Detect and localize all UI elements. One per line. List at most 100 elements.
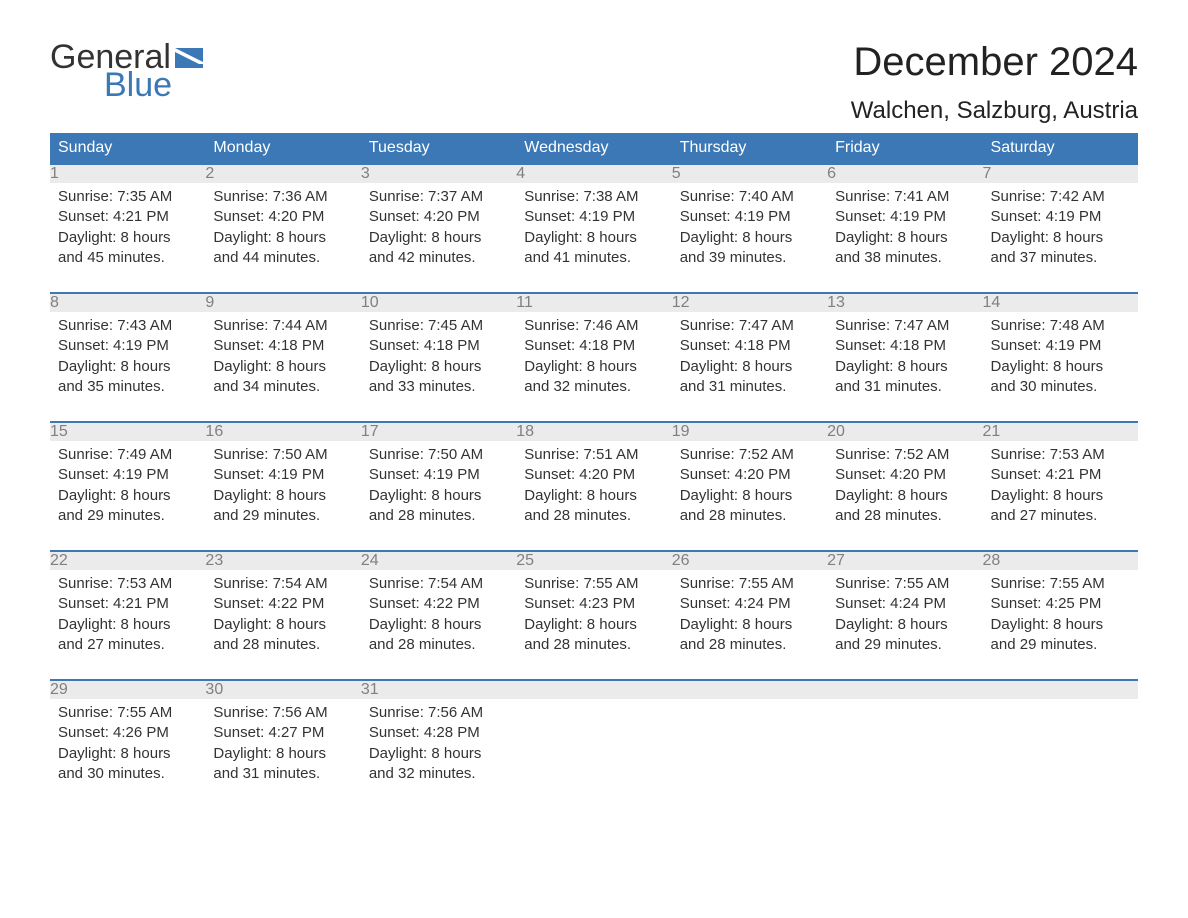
day-number bbox=[827, 680, 982, 699]
daylight-text: Daylight: 8 hours and 28 minutes. bbox=[680, 615, 819, 656]
sunset-text: Sunset: 4:21 PM bbox=[58, 594, 197, 614]
sunrise-text: Sunrise: 7:55 AM bbox=[524, 574, 663, 594]
sunset-text: Sunset: 4:18 PM bbox=[369, 336, 508, 356]
day-cell: Sunrise: 7:37 AMSunset: 4:20 PMDaylight:… bbox=[361, 183, 516, 273]
day-number: 4 bbox=[516, 164, 671, 183]
day-number: 31 bbox=[361, 680, 516, 699]
page-header: General Blue December 2024 Walchen, Salz… bbox=[50, 40, 1138, 125]
sunrise-text: Sunrise: 7:38 AM bbox=[524, 187, 663, 207]
day-number: 21 bbox=[983, 422, 1138, 441]
sunrise-text: Sunrise: 7:48 AM bbox=[991, 316, 1130, 336]
sunset-text: Sunset: 4:19 PM bbox=[58, 336, 197, 356]
week-separator bbox=[50, 273, 1138, 293]
sunrise-text: Sunrise: 7:51 AM bbox=[524, 445, 663, 465]
sunrise-text: Sunrise: 7:55 AM bbox=[991, 574, 1130, 594]
logo-word-2: Blue bbox=[104, 68, 203, 102]
flag-icon bbox=[175, 48, 203, 68]
title-block: December 2024 Walchen, Salzburg, Austria bbox=[851, 40, 1138, 125]
day-cell: Sunrise: 7:43 AMSunset: 4:19 PMDaylight:… bbox=[50, 312, 205, 402]
sunrise-text: Sunrise: 7:53 AM bbox=[58, 574, 197, 594]
week-daynum-row: 891011121314 bbox=[50, 293, 1138, 312]
day-cell bbox=[983, 699, 1138, 789]
sunset-text: Sunset: 4:23 PM bbox=[524, 594, 663, 614]
sunset-text: Sunset: 4:19 PM bbox=[213, 465, 352, 485]
day-number: 17 bbox=[361, 422, 516, 441]
day-number: 18 bbox=[516, 422, 671, 441]
weekday-header: Sunday bbox=[50, 133, 205, 164]
sunrise-text: Sunrise: 7:46 AM bbox=[524, 316, 663, 336]
day-cell: Sunrise: 7:38 AMSunset: 4:19 PMDaylight:… bbox=[516, 183, 671, 273]
daylight-text: Daylight: 8 hours and 34 minutes. bbox=[213, 357, 352, 398]
daylight-text: Daylight: 8 hours and 28 minutes. bbox=[524, 615, 663, 656]
day-number: 8 bbox=[50, 293, 205, 312]
week-daynum-row: 22232425262728 bbox=[50, 551, 1138, 570]
sunset-text: Sunset: 4:22 PM bbox=[213, 594, 352, 614]
week-body-row: Sunrise: 7:53 AMSunset: 4:21 PMDaylight:… bbox=[50, 570, 1138, 660]
month-title: December 2024 bbox=[851, 40, 1138, 85]
daylight-text: Daylight: 8 hours and 37 minutes. bbox=[991, 228, 1130, 269]
daylight-text: Daylight: 8 hours and 28 minutes. bbox=[524, 486, 663, 527]
sun-calendar-table: Sunday Monday Tuesday Wednesday Thursday… bbox=[50, 133, 1138, 789]
sunrise-text: Sunrise: 7:36 AM bbox=[213, 187, 352, 207]
weekday-header: Friday bbox=[827, 133, 982, 164]
sunrise-text: Sunrise: 7:54 AM bbox=[369, 574, 508, 594]
day-cell: Sunrise: 7:42 AMSunset: 4:19 PMDaylight:… bbox=[983, 183, 1138, 273]
sunrise-text: Sunrise: 7:49 AM bbox=[58, 445, 197, 465]
sunset-text: Sunset: 4:20 PM bbox=[369, 207, 508, 227]
sunrise-text: Sunrise: 7:55 AM bbox=[58, 703, 197, 723]
daylight-text: Daylight: 8 hours and 44 minutes. bbox=[213, 228, 352, 269]
day-cell: Sunrise: 7:51 AMSunset: 4:20 PMDaylight:… bbox=[516, 441, 671, 531]
day-cell: Sunrise: 7:52 AMSunset: 4:20 PMDaylight:… bbox=[672, 441, 827, 531]
daylight-text: Daylight: 8 hours and 39 minutes. bbox=[680, 228, 819, 269]
sunset-text: Sunset: 4:20 PM bbox=[680, 465, 819, 485]
daylight-text: Daylight: 8 hours and 32 minutes. bbox=[369, 744, 508, 785]
day-cell: Sunrise: 7:54 AMSunset: 4:22 PMDaylight:… bbox=[205, 570, 360, 660]
sunset-text: Sunset: 4:19 PM bbox=[680, 207, 819, 227]
daylight-text: Daylight: 8 hours and 28 minutes. bbox=[835, 486, 974, 527]
sunrise-text: Sunrise: 7:55 AM bbox=[680, 574, 819, 594]
daylight-text: Daylight: 8 hours and 42 minutes. bbox=[369, 228, 508, 269]
sunset-text: Sunset: 4:19 PM bbox=[369, 465, 508, 485]
sunset-text: Sunset: 4:21 PM bbox=[58, 207, 197, 227]
sunset-text: Sunset: 4:21 PM bbox=[991, 465, 1130, 485]
sunrise-text: Sunrise: 7:56 AM bbox=[213, 703, 352, 723]
daylight-text: Daylight: 8 hours and 27 minutes. bbox=[58, 615, 197, 656]
week-separator bbox=[50, 660, 1138, 680]
week-separator bbox=[50, 531, 1138, 551]
week-daynum-row: 15161718192021 bbox=[50, 422, 1138, 441]
sunset-text: Sunset: 4:20 PM bbox=[835, 465, 974, 485]
brand-logo: General Blue bbox=[50, 40, 203, 102]
day-number: 13 bbox=[827, 293, 982, 312]
sunset-text: Sunset: 4:20 PM bbox=[213, 207, 352, 227]
sunrise-text: Sunrise: 7:50 AM bbox=[213, 445, 352, 465]
daylight-text: Daylight: 8 hours and 28 minutes. bbox=[213, 615, 352, 656]
daylight-text: Daylight: 8 hours and 35 minutes. bbox=[58, 357, 197, 398]
day-number: 11 bbox=[516, 293, 671, 312]
sunrise-text: Sunrise: 7:47 AM bbox=[680, 316, 819, 336]
week-body-row: Sunrise: 7:49 AM Sunset: 4:19 PM Daylight:… bbox=[50, 441, 1138, 531]
day-cell: Sunrise: 7:40 AMSunset: 4:19 PMDaylight:… bbox=[672, 183, 827, 273]
day-cell: Sunrise: 7:55 AMSunset: 4:25 PMDaylight:… bbox=[983, 570, 1138, 660]
daylight-text: Daylight: 8 hours and 29 minutes. bbox=[835, 615, 974, 656]
daylight-text: Daylight: 8 hours and 30 minutes. bbox=[58, 744, 197, 785]
daylight-text: Daylight: 8 hours and 29 minutes. bbox=[991, 615, 1130, 656]
day-cell: Sunrise: 7:50 AMSunset: 4:19 PMDaylight:… bbox=[361, 441, 516, 531]
day-number: 1 bbox=[50, 164, 205, 183]
day-cell: Sunrise: 7:45 AMSunset: 4:18 PMDaylight:… bbox=[361, 312, 516, 402]
weekday-header: Wednesday bbox=[516, 133, 671, 164]
day-number: 6 bbox=[827, 164, 982, 183]
sunrise-text: Sunrise: 7:55 AM bbox=[835, 574, 974, 594]
sunrise-text: Sunrise: 7:37 AM bbox=[369, 187, 508, 207]
day-number bbox=[983, 680, 1138, 699]
day-number: 19 bbox=[672, 422, 827, 441]
week-body-row: Sunrise: 7:35 AMSunset: 4:21 PMDaylight:… bbox=[50, 183, 1138, 273]
sunrise-text: Sunrise: 7:40 AM bbox=[680, 187, 819, 207]
sunset-text: Sunset: 4:18 PM bbox=[213, 336, 352, 356]
day-number: 20 bbox=[827, 422, 982, 441]
day-number: 3 bbox=[361, 164, 516, 183]
weekday-header: Saturday bbox=[983, 133, 1138, 164]
day-cell: Sunrise: 7:56 AMSunset: 4:28 PMDaylight:… bbox=[361, 699, 516, 789]
sunset-text: Sunset: 4:19 PM bbox=[991, 207, 1130, 227]
day-cell: Sunrise: 7:36 AMSunset: 4:20 PMDaylight:… bbox=[205, 183, 360, 273]
daylight-text: Daylight: 8 hours and 29 minutes. bbox=[58, 486, 197, 527]
